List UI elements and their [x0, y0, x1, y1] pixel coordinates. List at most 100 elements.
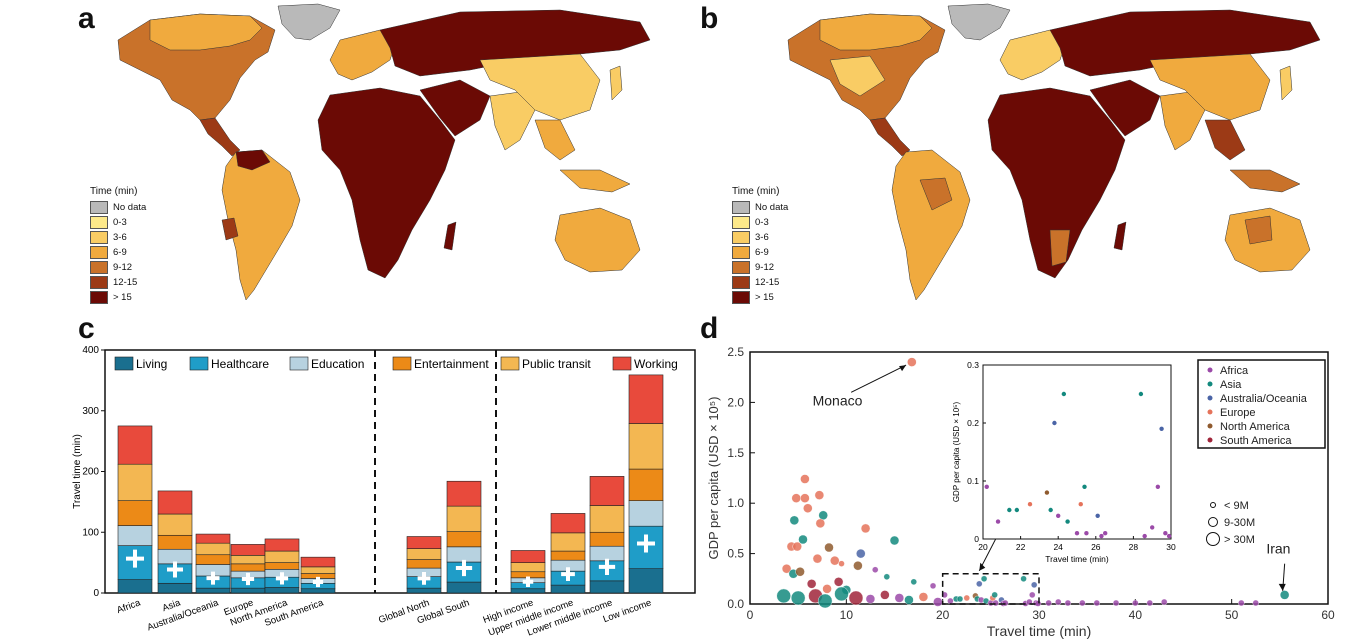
bar-segment	[230, 544, 266, 556]
inset-data-point	[1163, 531, 1168, 536]
annotation-label: Monaco	[813, 392, 863, 408]
data-point	[976, 580, 983, 588]
legend-swatch	[500, 356, 520, 371]
y-tick-label: 200	[82, 467, 99, 478]
inset-data-point	[1007, 507, 1012, 513]
inset-data-point	[1150, 525, 1155, 530]
legend-label: Entertainment	[414, 357, 489, 371]
bar-segment	[264, 587, 300, 594]
map-legend-title: Time (min)	[732, 186, 780, 197]
inset-data-point	[1052, 420, 1057, 426]
legend-marker	[1207, 437, 1213, 443]
inset-data-point	[1159, 426, 1164, 431]
legend-swatch	[732, 231, 750, 244]
inset-data-point	[1082, 484, 1087, 489]
legend-label: South America	[1220, 435, 1292, 447]
data-point	[833, 577, 844, 587]
data-point	[929, 582, 937, 590]
bar-segment	[589, 476, 625, 506]
bar-segment	[406, 536, 442, 549]
inset-x-tick-label: 28	[1129, 542, 1139, 552]
bar-segment	[446, 505, 482, 532]
map-legend-title: Time (min)	[90, 186, 138, 197]
map-legend-item: 6-9	[732, 245, 788, 260]
map-legend-item: 12-15	[732, 275, 788, 290]
x-tick-label: Australia/Oceania	[146, 597, 221, 633]
inset-data-point	[1138, 391, 1144, 397]
map-legend-item: No data	[732, 200, 788, 215]
data-point	[791, 493, 801, 503]
size-legend-marker	[1210, 502, 1216, 508]
data-point	[1238, 599, 1245, 607]
data-point	[856, 548, 866, 559]
size-legend-label: 9-30M	[1224, 517, 1255, 529]
bar-segment	[510, 562, 546, 573]
data-point	[795, 567, 805, 577]
bar-segment	[195, 533, 231, 544]
panel-label-d: d	[700, 312, 719, 345]
legend-swatch	[392, 356, 412, 371]
bar-segment	[550, 550, 586, 561]
inset-data-point	[1084, 531, 1089, 536]
bar-segment	[264, 538, 300, 552]
inset-data-point	[1027, 502, 1033, 507]
legend-label: Healthcare	[211, 357, 269, 371]
bar-segment	[510, 588, 546, 594]
legend-marker	[1207, 409, 1213, 415]
data-point	[1146, 599, 1153, 607]
data-point	[838, 560, 845, 567]
map-legend-a: Time (min) No data 0-3 3-6 6-9 9-12 12-15 > 15	[90, 186, 146, 305]
bar-segment	[446, 531, 482, 548]
inset-data-point	[984, 484, 989, 489]
bar-segment	[550, 513, 586, 534]
legend-label: 9-12	[755, 262, 775, 273]
plus-icon	[598, 558, 616, 575]
y-tick-label: 0.5	[727, 547, 744, 561]
inset-data-point	[1056, 513, 1061, 518]
data-point	[1045, 599, 1052, 607]
y-tick-label: 100	[82, 527, 99, 538]
y-tick-label: 2.0	[727, 395, 744, 409]
plus-icon	[312, 576, 324, 588]
data-point	[848, 590, 864, 606]
data-point	[860, 523, 871, 534]
map-legend-item: 3-6	[90, 230, 146, 245]
bar-segment	[117, 463, 153, 501]
data-point	[872, 566, 879, 573]
legend-swatch	[90, 246, 108, 259]
y-tick-label: 1.0	[727, 496, 744, 510]
x-axis-label: Travel time (min)	[987, 623, 1092, 639]
plus-icon	[561, 567, 575, 581]
legend-label: No data	[755, 202, 789, 213]
data-point	[947, 597, 954, 605]
bar-segment	[406, 587, 442, 594]
inset-data-point	[1065, 519, 1070, 524]
data-point	[956, 595, 964, 603]
scatter-chart: 0 10 20 30 40 50 60 0.0 0.5 1.0 1.5 2.0 2.5 Travel ti…	[706, 345, 1335, 639]
bar-segment	[589, 580, 625, 594]
arrowhead	[1278, 583, 1286, 591]
legend-label: 3-6	[113, 232, 127, 243]
region-legend-box	[1197, 359, 1326, 449]
map-legend-item: > 15	[90, 290, 146, 305]
data-point	[800, 493, 810, 503]
inset-x-tick-label: 24	[1053, 542, 1063, 552]
inset-y-tick-label: 0.1	[967, 476, 979, 486]
data-point	[1030, 581, 1038, 589]
legend-label: Working	[634, 357, 678, 371]
legend-swatch	[732, 291, 750, 304]
map-legend-item: 3-6	[732, 230, 788, 245]
plus-icon	[241, 572, 255, 586]
bar-segment	[117, 425, 153, 465]
map-a-landmasses	[117, 3, 651, 301]
y-tick-label: 1.5	[727, 446, 744, 460]
bar-segment	[117, 579, 153, 594]
legend-label: Europe	[1220, 407, 1255, 419]
legend-label: Australia/Oceania	[1220, 393, 1308, 405]
data-point	[1002, 599, 1009, 607]
legend-label: 0-3	[113, 217, 127, 228]
y-axis-label: GDP per capita (USD × 10⁵)	[706, 396, 721, 559]
data-point	[789, 515, 800, 526]
data-point	[1112, 599, 1120, 607]
